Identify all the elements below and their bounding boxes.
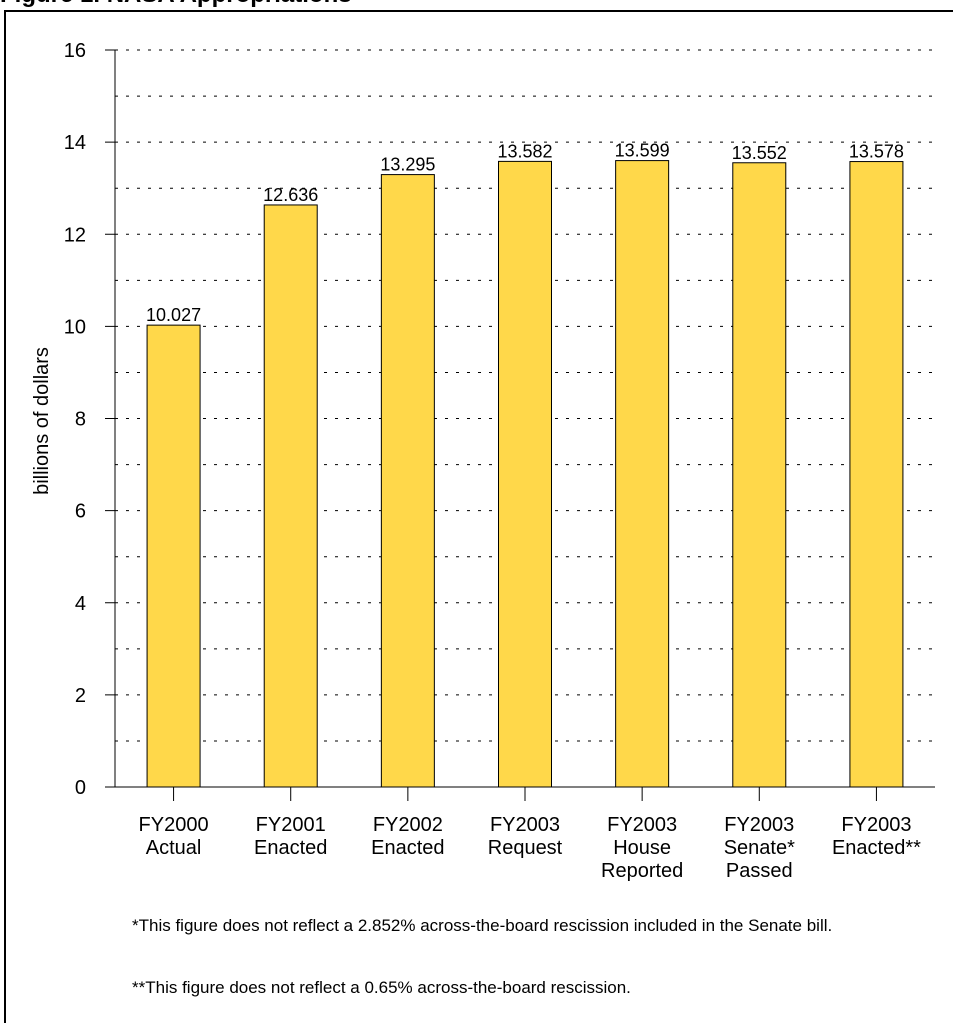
chart-title-clipped: Figure 1. NASA Appropriations <box>0 0 953 10</box>
data-label: 13.578 <box>849 142 904 162</box>
data-label: 13.552 <box>732 143 787 163</box>
chart-title: Figure 1. NASA Appropriations <box>0 0 352 9</box>
y-axis-label: billions of dollars <box>31 347 53 495</box>
bar <box>263 204 318 788</box>
x-tick-label: FY2003 Request <box>488 814 563 859</box>
data-label: 12.636 <box>263 185 318 205</box>
y-tick-label: 10 <box>64 316 86 338</box>
y-tick-label: 8 <box>75 409 86 431</box>
y-tick-label: 2 <box>75 685 86 707</box>
bar <box>498 160 552 788</box>
bar <box>849 161 904 788</box>
bar-chart: billions of dollars 0 2 4 6 8 10 12 14 16 10.027 F… <box>31 40 935 882</box>
x-tick-label: FY2000 Actual <box>139 814 209 859</box>
y-tick-label: 4 <box>75 593 86 615</box>
x-tick-label: FY2001 Enacted <box>254 814 327 859</box>
data-label: 13.599 <box>615 141 670 161</box>
data-label: 10.027 <box>146 305 201 325</box>
x-tick-label: FY2003 House Reported <box>601 814 683 882</box>
x-tick-label: FY2003 Enacted** <box>832 814 921 859</box>
footnote-enacted: **This figure does not reflect a 0.65% a… <box>132 978 631 997</box>
chart-frame <box>4 10 953 1023</box>
bar <box>732 162 787 788</box>
bar <box>615 160 670 788</box>
y-tick-label: 0 <box>75 777 86 799</box>
x-tick-label: FY2002 Enacted <box>371 814 444 859</box>
data-label: 13.582 <box>497 141 552 161</box>
y-tick-label: 12 <box>64 224 86 246</box>
footnote-senate: *This figure does not reflect a 2.852% a… <box>132 916 833 935</box>
data-label: 13.295 <box>380 155 435 175</box>
y-tick-label: 14 <box>64 132 86 154</box>
bar <box>146 324 201 788</box>
y-tick-label: 16 <box>64 40 86 62</box>
bar <box>380 174 435 788</box>
x-tick-label: FY2003 Senate* Passed <box>724 814 795 882</box>
y-tick-label: 6 <box>75 501 86 523</box>
